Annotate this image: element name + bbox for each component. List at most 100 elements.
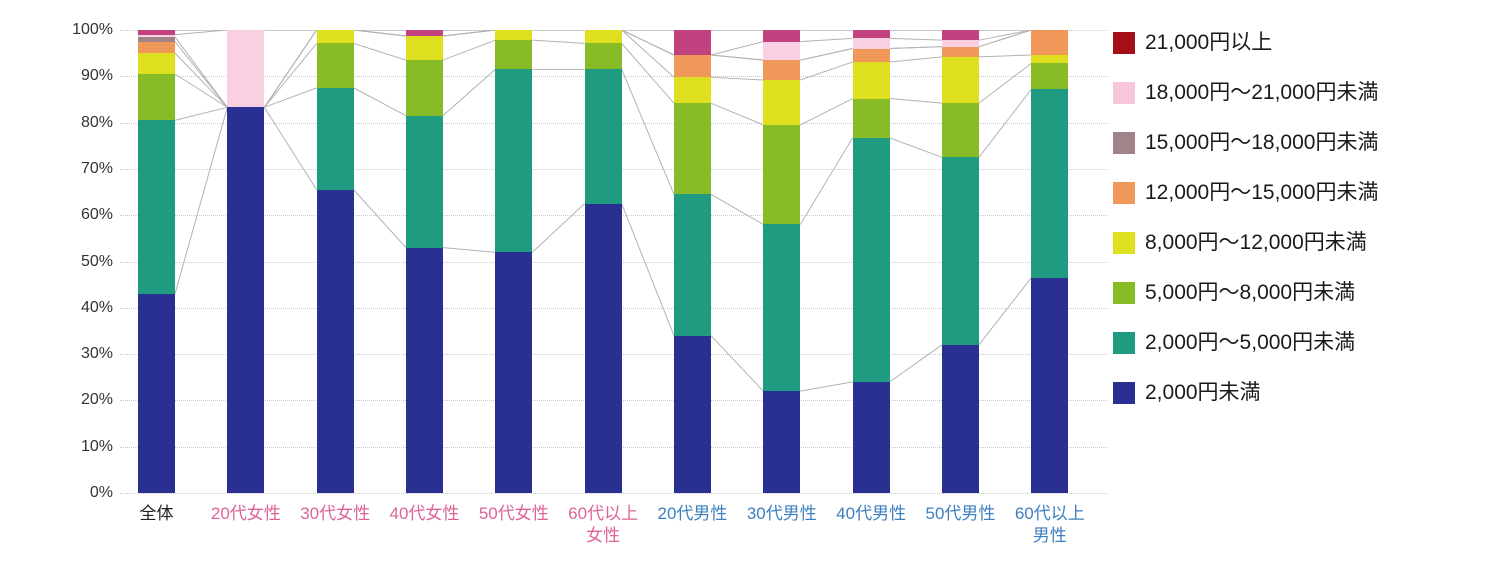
connector-line [889, 37, 942, 41]
bar [316, 30, 354, 493]
y-tick-label: 50% [80, 252, 113, 270]
connector-line [263, 30, 318, 108]
bar-segment [1031, 55, 1069, 64]
legend-item: 5,000円～8,000円未満 [1113, 280, 1355, 306]
connector-line [800, 381, 853, 392]
legend-swatch [1113, 282, 1135, 304]
bar-segment [852, 30, 890, 39]
bar-segment [405, 36, 443, 61]
bar-segment [941, 103, 979, 158]
connector-line [621, 30, 675, 56]
bar-segment [405, 115, 443, 248]
bar [495, 30, 533, 493]
bar-segment [763, 41, 801, 61]
bar-segment [852, 98, 890, 138]
y-tick-label: 30% [80, 345, 113, 363]
connector-line [800, 98, 853, 126]
bar-segment [316, 189, 354, 493]
bar-segment [316, 43, 354, 88]
bar [941, 30, 979, 493]
legend-swatch [1113, 32, 1135, 54]
bar-segment [405, 60, 443, 116]
legend-swatch [1113, 382, 1135, 404]
bar-segment [316, 87, 354, 190]
bar-segment [316, 30, 354, 44]
connector-line [621, 30, 675, 78]
x-category-label: 50代男性 [925, 504, 996, 523]
connector-line [800, 48, 853, 61]
bar-segment [941, 344, 979, 493]
y-tick-label: 70% [80, 159, 113, 177]
legend-item: 21,000円以上 [1113, 30, 1272, 56]
connector-line [531, 203, 585, 253]
legend-item: 8,000円～12,000円未満 [1113, 230, 1367, 256]
connector-line [442, 30, 496, 37]
connector-line [621, 43, 675, 104]
legend-label: 18,000円～21,000円未満 [1145, 81, 1379, 104]
bars-layer [120, 30, 1108, 493]
bar [227, 30, 265, 493]
connector-line [710, 102, 764, 126]
connector-line [889, 344, 943, 383]
x-category-label: 60代以上 男性 [1014, 504, 1085, 546]
y-tick-label: 90% [80, 67, 113, 85]
connector-line [710, 54, 764, 61]
connector-line [264, 87, 317, 108]
connector-line [978, 30, 1032, 41]
x-category-label: 全体 [139, 504, 174, 523]
bar-segment [673, 194, 711, 336]
connector-line [353, 42, 407, 61]
bar-segment [1031, 30, 1069, 56]
x-category-label: 60代以上 女性 [568, 504, 639, 546]
connector-line [174, 107, 228, 295]
bar-segment [763, 30, 801, 42]
connector-line [889, 46, 942, 50]
bar-segment [138, 120, 175, 294]
connector-line [353, 87, 407, 117]
bar [763, 30, 801, 493]
bar-segment [852, 137, 890, 382]
bar-segment [405, 30, 443, 37]
bar-segment [1031, 89, 1069, 278]
legend-swatch [1113, 332, 1135, 354]
bar-segment [1031, 277, 1069, 493]
bar-segment [138, 53, 175, 74]
legend-swatch [1113, 82, 1135, 104]
connector-line [442, 39, 496, 61]
connector-line [800, 37, 853, 43]
legend-label: 15,000円～18,000円未満 [1145, 131, 1379, 154]
connector-line [442, 247, 496, 253]
bar-segment [941, 40, 979, 47]
y-tick-label: 60% [80, 206, 113, 224]
bar-segment [138, 74, 175, 121]
legend-label: 5,000円～8,000円未満 [1145, 281, 1356, 304]
connector-line [978, 62, 1032, 104]
bar-segment [138, 41, 175, 54]
connector-line [889, 98, 943, 104]
bar-segment [852, 381, 890, 493]
x-category-label: 20代女性 [210, 504, 281, 523]
connector-line [174, 52, 228, 108]
legend-item: 15,000円～18,000円未満 [1113, 130, 1378, 156]
bar-segment [941, 46, 979, 57]
legend-item: 18,000円～21,000円未満 [1113, 80, 1378, 106]
connector-line [710, 76, 764, 81]
connector-line [710, 193, 764, 225]
bar-segment [495, 30, 533, 41]
bar-segment [1031, 63, 1069, 90]
bar-segment [584, 43, 622, 70]
connector-line [889, 137, 943, 158]
bar-segment [941, 157, 979, 345]
bar [1031, 30, 1069, 493]
connector-line [621, 69, 675, 195]
connector-lines [174, 30, 1032, 392]
bar-segment [852, 48, 890, 62]
connector-line [710, 41, 764, 56]
bar-segment [227, 107, 265, 493]
bar-segment [763, 124, 801, 225]
legend-label: 2,000円～5,000円未満 [1145, 331, 1356, 354]
connector-line [263, 107, 318, 191]
bar-segment [673, 30, 711, 56]
legend-swatch [1113, 232, 1135, 254]
